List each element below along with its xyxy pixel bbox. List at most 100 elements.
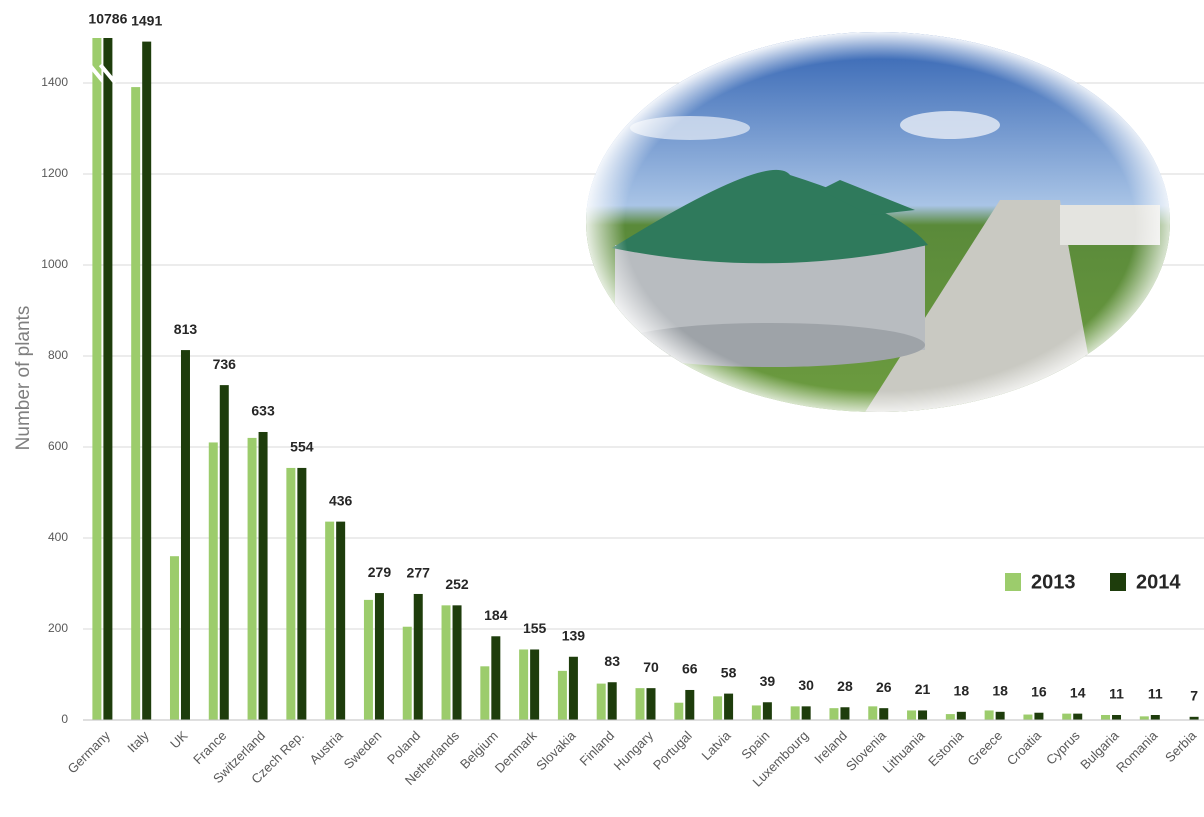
- y-tick-label: 200: [48, 621, 68, 635]
- bar: [530, 649, 540, 720]
- bar: [995, 711, 1005, 720]
- bar: [607, 682, 617, 720]
- x-tick-label: Lithuania: [880, 727, 928, 775]
- bar: [286, 467, 296, 720]
- legend-label: 2014: [1136, 571, 1181, 593]
- axis-break: [98, 63, 117, 85]
- bar: [402, 626, 412, 720]
- bar: [480, 666, 490, 720]
- value-label: 16: [1031, 683, 1047, 699]
- bar: [568, 656, 578, 720]
- value-label: 252: [445, 576, 469, 592]
- value-label: 184: [484, 607, 508, 623]
- value-label: 11: [1148, 686, 1163, 702]
- value-label: 155: [523, 620, 547, 636]
- bar: [325, 521, 335, 720]
- value-label: 1491: [131, 12, 162, 28]
- value-label: 736: [213, 356, 237, 372]
- bar: [801, 706, 811, 720]
- legend-label: 2013: [1031, 571, 1076, 593]
- bar: [751, 705, 761, 720]
- legend-swatch: [1110, 573, 1126, 591]
- bar: [142, 41, 152, 721]
- bar: [1101, 714, 1111, 720]
- x-tick-label: Estonia: [925, 727, 967, 769]
- x-tick-label: Sweden: [341, 728, 385, 772]
- bar: [208, 442, 218, 720]
- bar: [169, 556, 179, 720]
- bar: [491, 636, 501, 720]
- bars: 10786 1491 813 736 633 554 436 279 277 252 184 155 1…: [87, 11, 1199, 721]
- value-label: 66: [682, 661, 698, 677]
- bar: [907, 710, 917, 720]
- x-tick-label: UK: [167, 728, 191, 752]
- y-tick-label: 800: [48, 348, 68, 362]
- value-label: 21: [915, 681, 931, 697]
- value-label: 11: [1109, 686, 1124, 702]
- bar: [868, 706, 878, 720]
- x-tick-label: Latvia: [698, 727, 734, 763]
- value-label: 14: [1070, 684, 1086, 700]
- axis-break: [87, 63, 106, 85]
- value-label: 554: [290, 439, 314, 455]
- bar: [247, 437, 257, 720]
- photo: [586, 32, 1170, 412]
- value-label: 83: [604, 653, 620, 669]
- bar: [258, 431, 268, 720]
- bar: [1034, 712, 1044, 720]
- bar: [374, 593, 384, 720]
- bar: [879, 708, 889, 720]
- value-label: 70: [643, 659, 659, 675]
- bar: [713, 696, 723, 720]
- bar: [790, 706, 800, 720]
- bar: [557, 670, 567, 720]
- x-tick-label: Portugal: [650, 728, 695, 773]
- bar: [956, 711, 966, 720]
- bar: [1062, 713, 1072, 720]
- bar: [596, 683, 606, 720]
- value-label: 58: [721, 664, 737, 680]
- bar: [1023, 714, 1033, 720]
- x-tick-label: Slovakia: [533, 727, 579, 773]
- bar: [1150, 714, 1160, 720]
- value-label: 18: [954, 683, 970, 699]
- bar: [103, 38, 113, 720]
- bar: [363, 599, 373, 720]
- legend: 2013 2014: [1005, 571, 1181, 593]
- legend-swatch: [1005, 573, 1021, 591]
- y-tick-label: 1000: [41, 257, 68, 271]
- x-tick-label: Greece: [964, 728, 1005, 769]
- bar: [92, 38, 102, 721]
- bar: [441, 605, 451, 720]
- bar: [336, 521, 346, 720]
- value-label: 18: [992, 683, 1008, 699]
- bar: [635, 688, 645, 720]
- x-tick-label: Romania: [1113, 727, 1161, 775]
- value-label: 633: [251, 403, 275, 419]
- y-tick-label: 600: [48, 439, 68, 453]
- bar: [1073, 713, 1083, 720]
- value-label: 28: [837, 678, 853, 694]
- x-tick-label: Serbia: [1162, 727, 1200, 765]
- bar: [413, 593, 423, 720]
- y-tick-label: 1400: [41, 75, 68, 89]
- bar: [724, 693, 734, 720]
- bar: [674, 702, 684, 720]
- value-label: 277: [407, 565, 431, 581]
- x-tick-label: Italy: [124, 728, 152, 756]
- bar: [945, 714, 955, 720]
- value-label: 7: [1190, 688, 1198, 704]
- bar: [1139, 716, 1149, 720]
- bar: [131, 87, 141, 721]
- bar: [829, 708, 839, 720]
- x-tick-label: Hungary: [611, 728, 657, 774]
- bar: [1189, 716, 1199, 720]
- y-axis-label: Number of plants: [13, 306, 34, 451]
- y-tick-label: 400: [48, 530, 68, 544]
- value-label: 39: [760, 673, 776, 689]
- x-tick-label: Croatia: [1004, 727, 1045, 768]
- bar: [219, 385, 229, 720]
- y-tick-label: 0: [61, 712, 68, 726]
- x-tick-label: Germany: [65, 728, 114, 777]
